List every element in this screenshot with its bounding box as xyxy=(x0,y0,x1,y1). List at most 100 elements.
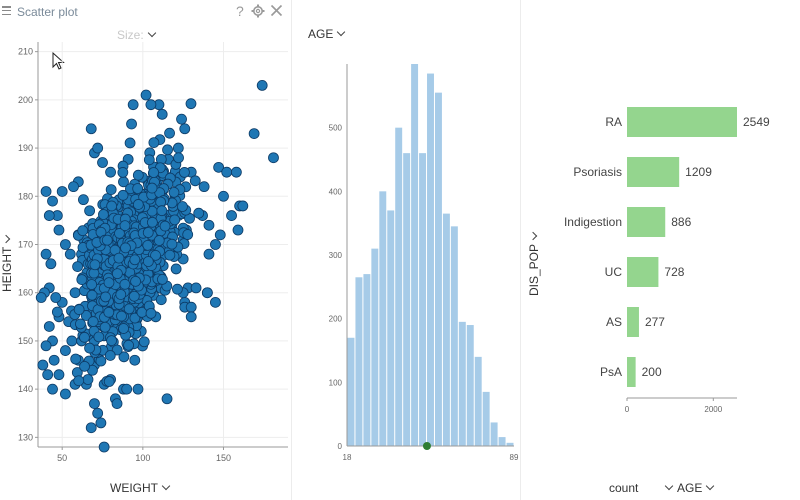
scatter-point xyxy=(64,248,76,260)
x-tick-label: 50 xyxy=(57,453,67,463)
bar-value-label: 2549 xyxy=(743,115,770,129)
scatter-point xyxy=(92,142,104,154)
x-axis-selector[interactable]: WEIGHT xyxy=(110,481,171,495)
histogram-bar xyxy=(498,437,506,446)
x-tick-label: 0 xyxy=(625,405,630,414)
scatter-point xyxy=(124,137,136,149)
scatter-point xyxy=(42,369,54,381)
histogram-bar xyxy=(395,127,403,447)
y-tick-label: 150 xyxy=(18,336,33,346)
close-icon[interactable] xyxy=(270,4,283,20)
scatter-point xyxy=(51,306,63,318)
scatter-point xyxy=(79,360,90,372)
scatter-point xyxy=(155,294,167,306)
scatter-point xyxy=(150,249,161,261)
size-selector[interactable]: Size: xyxy=(117,28,156,42)
histogram-bar xyxy=(474,356,482,446)
bar-chart[interactable]: RA 2549 Psoriasis 1209 Indigestion 886 UC 728 AS… xyxy=(521,0,800,470)
scatter-point xyxy=(170,263,182,275)
scatter-point xyxy=(115,289,127,300)
scatter-point xyxy=(40,340,52,352)
category-label: Psoriasis xyxy=(573,165,622,179)
scatter-point xyxy=(185,301,197,313)
scatter-point xyxy=(168,186,180,198)
scatter-point xyxy=(37,359,49,371)
scatter-point xyxy=(142,227,154,238)
x-tick-label: 2000 xyxy=(704,405,722,414)
category-label: PsA xyxy=(600,365,622,379)
histogram-chart[interactable]: 0 100 200 300 400 500 18 89 xyxy=(292,0,520,470)
scatter-point xyxy=(213,161,225,173)
scatter-point xyxy=(60,388,71,400)
y-tick-label: 0 xyxy=(338,442,343,451)
y-tick-label: 210 xyxy=(18,47,33,57)
category-label: AS xyxy=(606,315,622,329)
scatter-point xyxy=(75,318,86,330)
scatter-point xyxy=(198,181,210,193)
bar-chart-panel: RA 2549 Psoriasis 1209 Indigestion 886 UC 728 AS… xyxy=(520,0,800,500)
scatter-point xyxy=(164,127,175,139)
scatter-point xyxy=(172,142,184,154)
scatter-point xyxy=(72,261,83,273)
histogram-bar xyxy=(347,337,355,446)
scatter-point xyxy=(93,331,105,343)
histogram-bar xyxy=(387,210,395,446)
y-tick-label: 200 xyxy=(18,95,33,105)
scatter-point xyxy=(173,152,184,164)
x-tick-label: 150 xyxy=(216,453,231,463)
scatter-point xyxy=(103,306,115,318)
y-tick-label: 170 xyxy=(18,240,33,250)
size-selector-label: Size: xyxy=(117,28,144,42)
bar xyxy=(627,357,636,387)
gear-icon[interactable] xyxy=(251,4,265,21)
column-selector-label: AGE xyxy=(308,27,334,41)
scatter-point xyxy=(132,199,144,210)
y-axis-selector[interactable]: HEIGHT xyxy=(0,234,14,292)
histogram-bar xyxy=(419,153,427,446)
help-icon[interactable]: ? xyxy=(236,3,244,19)
y-tick-label: 400 xyxy=(329,187,343,196)
scatter-point xyxy=(164,249,176,261)
scatter-point xyxy=(116,310,127,322)
scatter-point xyxy=(248,128,260,140)
bar xyxy=(627,207,666,237)
y-tick-label: 500 xyxy=(329,124,343,133)
scatter-point xyxy=(148,137,160,149)
scatter-point xyxy=(121,383,133,395)
split-selector[interactable]: AGE xyxy=(664,481,715,495)
scatter-point xyxy=(100,291,111,303)
y-tick-label: 180 xyxy=(18,191,33,201)
scatter-point xyxy=(232,224,244,236)
scatter-point xyxy=(43,321,55,332)
y-tick-label: 300 xyxy=(329,251,343,260)
y-tick-label: 140 xyxy=(18,384,33,394)
scatter-point xyxy=(89,259,101,271)
scatter-point xyxy=(79,331,90,343)
scatter-point xyxy=(117,167,129,178)
scatter-point xyxy=(230,166,242,178)
scatter-point xyxy=(126,118,137,130)
chevron-down-icon xyxy=(528,231,538,241)
category-label: Indigestion xyxy=(564,215,622,229)
panel-titlebar: Scatter plot ? xyxy=(0,0,290,24)
scatter-point xyxy=(132,169,144,181)
category-axis-selector[interactable]: DIS_POP xyxy=(527,231,541,296)
scatter-point xyxy=(85,123,97,135)
bar xyxy=(627,307,639,337)
hamburger-menu-icon[interactable] xyxy=(2,6,11,16)
scatter-point xyxy=(53,369,65,381)
scatter-point xyxy=(161,393,173,405)
column-selector[interactable]: AGE xyxy=(308,27,346,41)
scatter-point xyxy=(105,184,117,195)
scatter-plot-panel: Scatter plot ? Size: 130 140 150 160 170 180 1… xyxy=(0,0,290,500)
histogram-bar xyxy=(450,226,458,446)
scatter-chart[interactable]: 130 140 150 160 170 180 190 200 210 50 100 150 xyxy=(0,0,290,470)
scatter-point xyxy=(35,292,47,303)
y-tick-label: 130 xyxy=(18,432,33,442)
scatter-point xyxy=(159,220,171,232)
scatter-point xyxy=(123,339,134,351)
scatter-point xyxy=(162,144,173,156)
scatter-point xyxy=(129,254,141,266)
scatter-point xyxy=(145,307,157,319)
scatter-point xyxy=(60,345,71,356)
